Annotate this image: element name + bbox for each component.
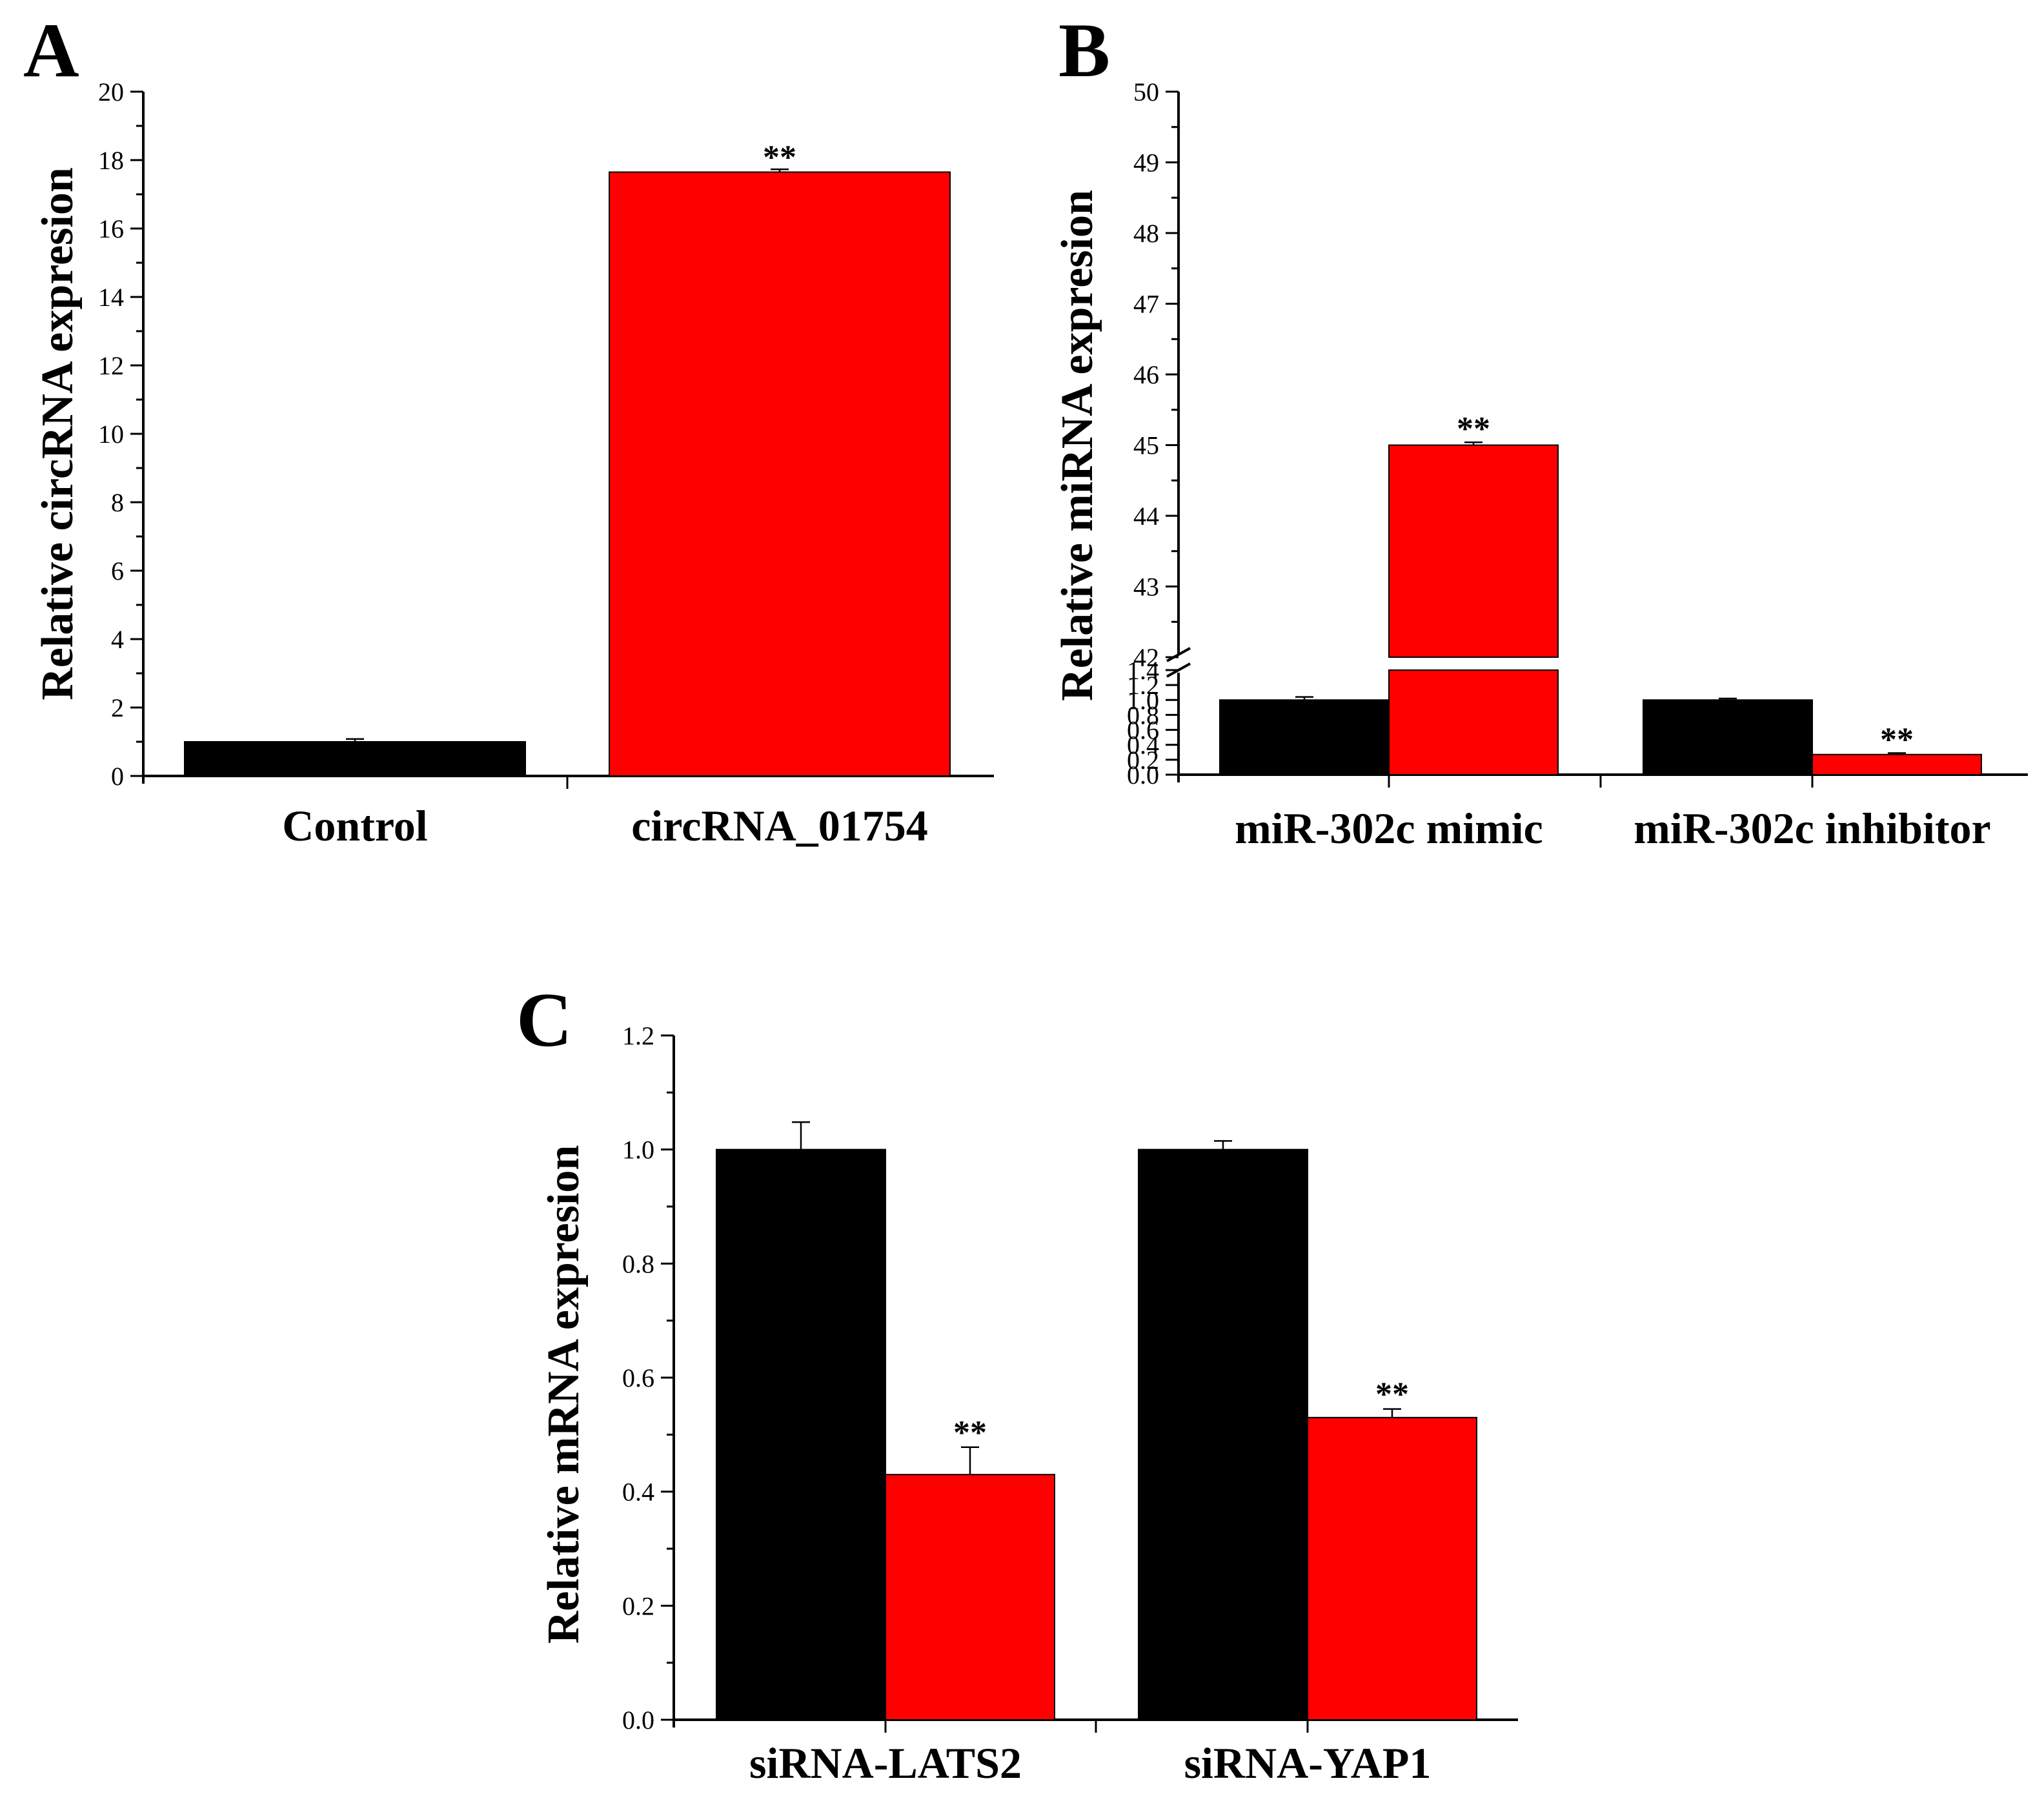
- y-tick-label: 6: [111, 556, 124, 586]
- y-tick-label: 47: [1133, 290, 1159, 319]
- significance-label: **: [1880, 721, 1914, 758]
- y-tick-label: 8: [111, 488, 124, 517]
- error-bar: [1464, 441, 1482, 445]
- category-label: siRNA-LATS2: [749, 1738, 1022, 1788]
- y-tick-label: 18: [98, 146, 124, 175]
- y-tick-label: 1.0: [1127, 686, 1159, 715]
- y-tick-label: 0.0: [1127, 760, 1159, 790]
- y-tick-label: 0.4: [622, 1478, 654, 1507]
- bar-sirna: [885, 1474, 1055, 1721]
- y-tick-label: 1.2: [622, 1021, 654, 1050]
- y-tick-label: 4: [111, 625, 124, 654]
- y-tick-label: 20: [98, 77, 124, 107]
- y-tick-label: 16: [98, 214, 124, 243]
- y-tick-label: 44: [1133, 502, 1159, 531]
- y-tick-label: 1.0: [622, 1136, 654, 1165]
- y-tick-label: 43: [1133, 573, 1159, 602]
- error-bar: [1888, 752, 1906, 755]
- error-bar: [1383, 1408, 1401, 1418]
- bar-control: [184, 741, 526, 777]
- panel-b: B 42 43 44 45 46 47 48 49 50 0.00.20.40.60.81.01.2…: [1053, 7, 2028, 853]
- y-tick-label: 42: [1133, 643, 1159, 672]
- category-label: circRNA_01754: [631, 801, 928, 850]
- error-bar: [792, 1121, 810, 1150]
- error-bar: [1214, 1140, 1232, 1150]
- error-bar: [1719, 697, 1737, 700]
- y-axis-label: Relative mRNA expresion: [539, 1145, 589, 1644]
- y-tick-label: 14: [98, 283, 124, 312]
- error-bar: [346, 738, 364, 742]
- y-tick-label: 1.4: [1127, 656, 1159, 685]
- significance-label: **: [953, 1414, 987, 1451]
- bar-control: [1219, 699, 1390, 776]
- y-tick-label: 0: [111, 762, 124, 791]
- error-bar: [1295, 696, 1313, 700]
- bar-control: [1138, 1148, 1308, 1720]
- panel-a: A 0 2 4 6 8 10 12 14 16 18 20 Control ** circRNA_01754…: [23, 7, 994, 850]
- panel-label-c: C: [516, 977, 572, 1063]
- y-tick-label: 0.2: [622, 1591, 654, 1620]
- significance-label: **: [1457, 411, 1490, 447]
- y-axis-label: Relative miRNA expresion: [1053, 190, 1102, 701]
- y-axis-label: Relative circRNA expresion: [33, 167, 83, 700]
- y-tick-label: 45: [1133, 431, 1159, 460]
- category-label: Control: [282, 801, 427, 850]
- significance-label: **: [763, 139, 796, 176]
- panel-label-a: A: [23, 7, 79, 93]
- y-tick-label: 50: [1133, 77, 1159, 107]
- category-label: siRNA-YAP1: [1184, 1738, 1432, 1788]
- panel-label-b: B: [1058, 7, 1110, 93]
- bar-circrna: [609, 171, 951, 777]
- y-tick-label: 0.6: [1127, 716, 1159, 745]
- y-tick-label: 0.2: [1127, 746, 1159, 775]
- y-tick-label: 1.2: [1127, 671, 1159, 700]
- error-bar: [961, 1446, 979, 1475]
- y-tick-label: 49: [1133, 148, 1159, 178]
- y-tick-label: 10: [98, 420, 124, 449]
- y-tick-label: 0.8: [622, 1249, 654, 1278]
- bar-control: [1643, 699, 1813, 776]
- category-label: miR-302c inhibitor: [1634, 804, 1990, 853]
- y-tick-label: 0.0: [622, 1706, 654, 1735]
- y-tick-label: 46: [1133, 360, 1159, 389]
- bar-treatment-lower: [1388, 669, 1559, 775]
- y-tick-label: 0.8: [1127, 700, 1159, 729]
- axis-break-mark: [1166, 647, 1191, 678]
- category-label: miR-302c mimic: [1235, 804, 1543, 853]
- panel-c: C 0.0 0.2 0.4 0.6 0.8 1.0 1.2 ** siRNA-LATS2 ** siR…: [516, 977, 1518, 1788]
- y-tick-label: 48: [1133, 219, 1159, 248]
- bar-control: [716, 1148, 886, 1720]
- y-tick-label: 0.4: [1127, 731, 1159, 760]
- y-tick-label: 0.6: [622, 1363, 654, 1392]
- error-bar: [771, 168, 789, 172]
- y-tick-label: 2: [111, 693, 124, 722]
- y-tick-label: 12: [98, 351, 124, 380]
- bar-sirna: [1307, 1416, 1477, 1720]
- significance-label: **: [1375, 1376, 1409, 1413]
- bar-treatment-upper: [1388, 444, 1559, 658]
